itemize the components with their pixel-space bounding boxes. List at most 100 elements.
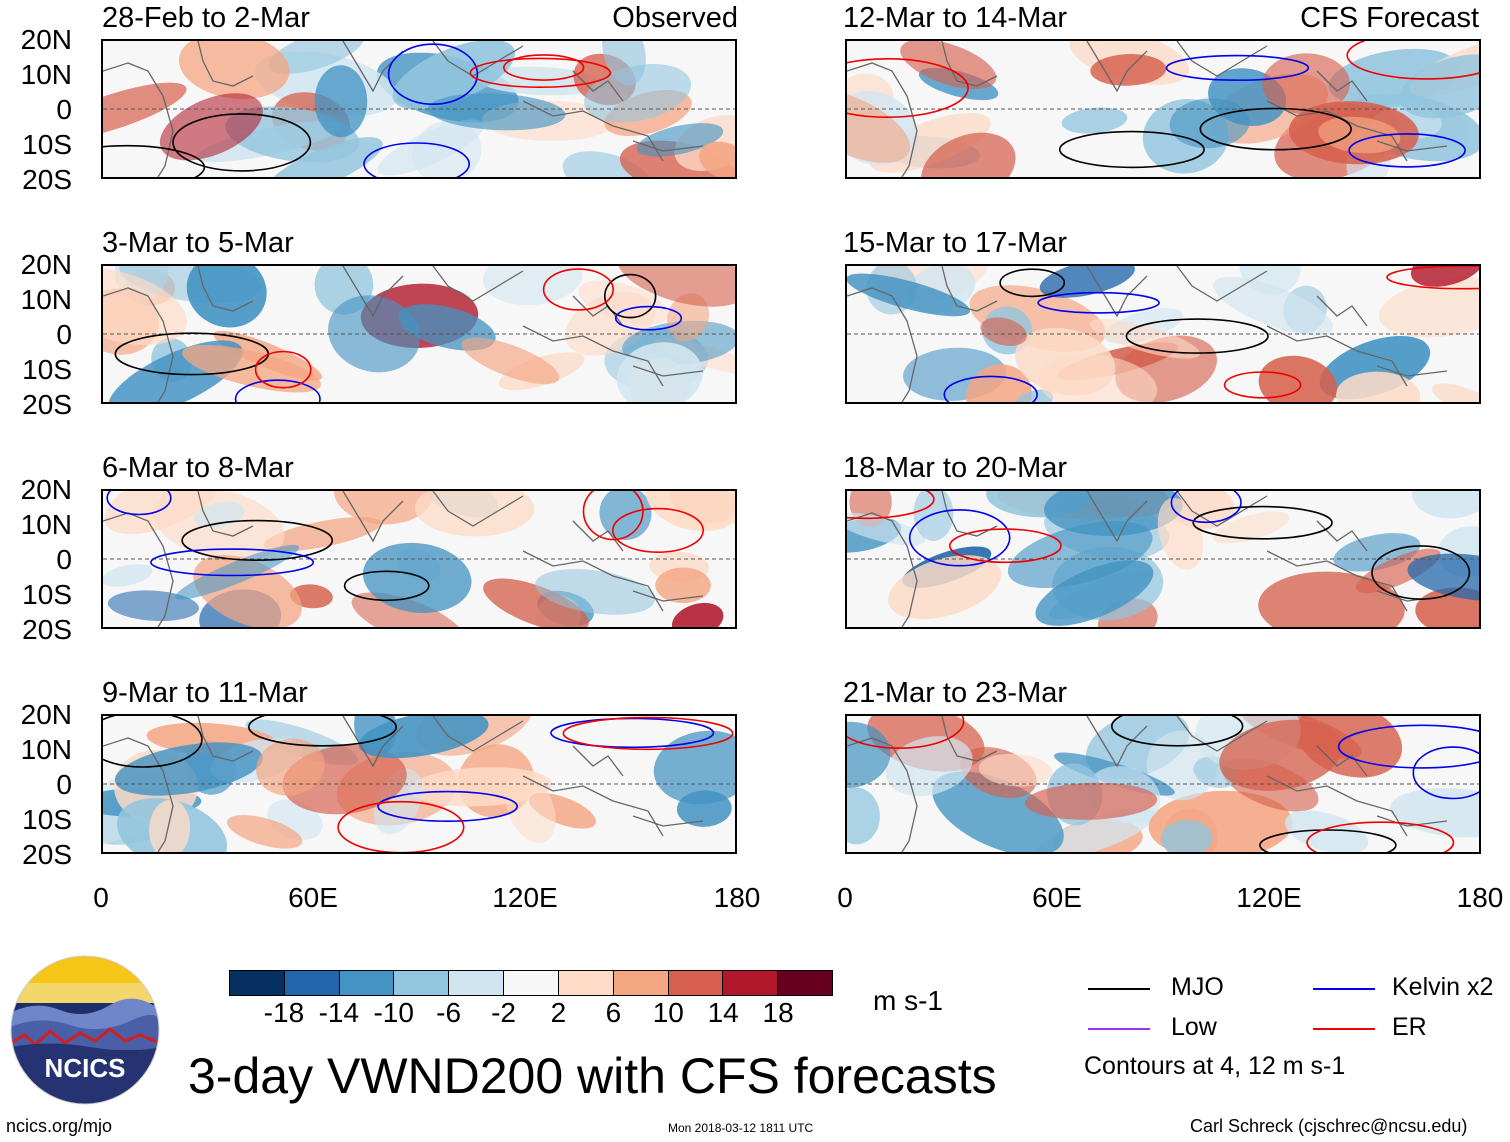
lat-label-2-2: 0 <box>56 544 72 575</box>
anomaly-blob <box>978 753 1053 787</box>
legend-line-er <box>1313 1028 1375 1030</box>
anomaly-blob <box>847 512 926 546</box>
mjo-contour <box>1371 545 1471 600</box>
colorbar-cell-6 <box>558 971 614 995</box>
footer-timestamp: Mon 2018-03-12 1811 UTC <box>668 1121 814 1135</box>
anomaly-blob <box>412 120 482 177</box>
footer-url[interactable]: ncics.org/mjo <box>6 1116 113 1136</box>
anomaly-blob <box>1390 787 1479 838</box>
logo-text: NCICS <box>45 1053 126 1083</box>
anomaly-blob <box>699 141 735 177</box>
anomaly-blob <box>1415 587 1479 627</box>
anomaly-blob <box>1035 560 1154 626</box>
anomaly-blob <box>1239 266 1301 295</box>
anomaly-blob <box>149 799 191 852</box>
map-panel-6 <box>845 264 1481 404</box>
lat-label-3-4: 20S <box>22 839 72 870</box>
map-panel-2 <box>101 264 737 404</box>
map-field-3 <box>103 491 735 627</box>
er-contour <box>847 716 965 749</box>
coastlines <box>847 716 1448 852</box>
lat-label-0-0: 20N <box>20 24 72 55</box>
anomaly-blob <box>584 64 692 123</box>
anomaly-blob <box>1044 491 1183 536</box>
legend-label-mjo: MJO <box>1171 973 1224 1001</box>
map-panel-8 <box>845 714 1481 854</box>
legend-line-low <box>1088 1028 1150 1030</box>
anomaly-blob <box>314 65 368 138</box>
map-field-5 <box>847 41 1479 177</box>
anomaly-blob <box>256 738 325 796</box>
mjo-contour <box>1058 130 1205 169</box>
anomaly-blob <box>1431 383 1479 402</box>
map-field-4 <box>103 716 735 852</box>
panel-title-2: 3-Mar to 5-Mar <box>102 227 294 259</box>
kelvin-contour <box>1348 133 1466 168</box>
mjo-contour <box>999 268 1066 298</box>
anomaly-blob <box>265 137 383 177</box>
lat-label-2-3: 10S <box>22 579 72 610</box>
anomaly-blob <box>1061 107 1128 134</box>
map-field-1 <box>103 41 735 177</box>
anomaly-blob <box>672 602 724 627</box>
lat-label-2-1: 10N <box>20 509 72 540</box>
er-contour <box>503 54 585 81</box>
panel-title-3: 6-Mar to 8-Mar <box>102 452 294 484</box>
anomaly-blob <box>617 266 735 307</box>
legend-label-er: ER <box>1392 1013 1427 1041</box>
anomaly-blob <box>159 93 263 161</box>
anomaly-blob <box>1213 276 1333 336</box>
colorbar-tick-6: 6 <box>605 997 622 1028</box>
lon-label-120e-left: 120E <box>492 882 558 913</box>
legend-label-kelvin: Kelvin x2 <box>1392 973 1494 1001</box>
anomaly-blob <box>226 815 303 849</box>
anomaly-blob <box>175 544 300 600</box>
kelvin-contour <box>106 491 172 516</box>
er-contour <box>1386 266 1479 290</box>
map-field-2 <box>103 266 735 402</box>
kelvin-contour <box>1165 54 1310 81</box>
colorbar <box>229 970 833 996</box>
lon-label-60e-left: 60E <box>288 882 338 913</box>
map-field-6 <box>847 266 1479 402</box>
coastlines <box>847 266 1448 402</box>
colorbar-tick-3: -6 <box>436 997 462 1028</box>
lat-label-0-4: 20S <box>22 164 72 195</box>
er-contour <box>948 528 1062 564</box>
anomaly-blob <box>535 569 655 615</box>
er-contour <box>337 800 465 852</box>
anomaly-blob <box>645 491 735 532</box>
lat-label-2-4: 20S <box>22 614 72 645</box>
mjo-contour <box>1111 716 1244 747</box>
lat-label-3-0: 20N <box>20 699 72 730</box>
er-contour <box>542 268 615 311</box>
panel-title-7: 18-Mar to 20-Mar <box>843 452 1068 484</box>
lat-label-0-3: 10S <box>22 129 72 160</box>
lat-label-1-1: 10N <box>20 284 72 315</box>
anomaly-blob <box>616 342 703 402</box>
anomaly-blob <box>186 266 267 328</box>
anomaly-blob <box>655 567 711 604</box>
colorbar-cell-9 <box>723 971 779 995</box>
anomaly-blob <box>103 267 187 346</box>
anomaly-blob <box>1411 491 1479 519</box>
coastlines <box>847 491 1448 627</box>
panel-title-8: 21-Mar to 23-Mar <box>843 677 1068 709</box>
anomaly-blob <box>333 491 433 525</box>
anomaly-blob <box>1212 511 1290 544</box>
coastlines <box>103 491 704 627</box>
anomaly-blob <box>328 295 421 373</box>
mjo-contour <box>172 113 312 172</box>
colorbar-cell-3 <box>394 971 450 995</box>
legend-line-kelvin <box>1313 988 1375 990</box>
er-contour <box>254 350 312 389</box>
mjo-contour <box>604 273 657 319</box>
lat-label-3-1: 10N <box>20 734 72 765</box>
footer-author[interactable]: Carl Schreck (cjschrec@ncsu.edu) <box>1190 1116 1468 1136</box>
anomaly-blob <box>847 273 970 317</box>
mjo-contour <box>181 519 334 562</box>
forecast-tag: CFS Forecast <box>1300 2 1479 34</box>
colorbar-tick-1: -14 <box>318 997 360 1028</box>
lat-label-1-2: 0 <box>56 319 72 350</box>
anomaly-blob <box>482 266 583 306</box>
